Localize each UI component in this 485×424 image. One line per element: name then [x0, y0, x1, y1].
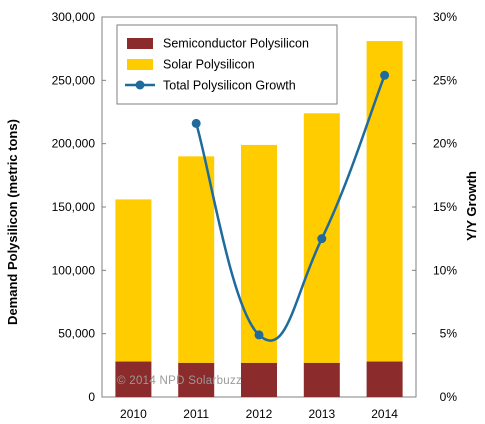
- right-tick-label: 15%: [433, 200, 457, 214]
- legend-label: Solar Polysilicon: [163, 58, 255, 72]
- right-tick-label: 5%: [440, 327, 458, 341]
- legend-box: [116, 24, 338, 105]
- right-tick-label: 30%: [433, 10, 457, 24]
- x-axis-ticks: 2010 2011 2012 2013 2014: [120, 407, 398, 421]
- right-tick-label: 20%: [433, 137, 457, 151]
- left-tick-label: 150,000: [52, 200, 96, 214]
- x-tick-label: 2010: [120, 407, 147, 421]
- left-tick-label: 250,000: [52, 73, 96, 87]
- growth-line-group: [191, 70, 390, 342]
- x-tick-label: 2014: [371, 407, 398, 421]
- right-tick-label: 0%: [440, 390, 458, 404]
- right-axis-ticks: 0% 5% 10% 15% 20% 25% 30%: [412, 10, 457, 404]
- x-tick-label: 2012: [246, 407, 273, 421]
- left-axis-title: Demand Polysilicon (metric tons): [5, 119, 20, 325]
- left-tick-label: 200,000: [52, 137, 96, 151]
- growth-point-2013: [317, 234, 327, 244]
- semiconductor-bar-2014: [366, 361, 403, 397]
- legend-label: Total Polysilicon Growth: [163, 79, 296, 93]
- growth-line: [195, 74, 386, 342]
- solar-bar-2010: [115, 199, 152, 362]
- right-axis-title: Y/Y Growth: [464, 171, 479, 241]
- solar-bar-2011: [178, 156, 215, 363]
- semiconductor-bar-2010: [115, 361, 152, 397]
- semiconductor-bar-2013: [303, 362, 340, 397]
- left-tick-label: 0: [88, 390, 95, 404]
- left-tick-label: 100,000: [52, 263, 96, 277]
- left-tick-label: 50,000: [58, 327, 95, 341]
- legend-swatch: [127, 59, 153, 70]
- x-tick-label: 2013: [308, 407, 335, 421]
- semiconductor-bar-2011: [178, 362, 215, 397]
- watermark-text: © 2014 NPD Solarbuzz: [117, 375, 242, 387]
- legend: Semiconductor Polysilicon Solar Polysilic…: [116, 24, 338, 105]
- solar-bar-2012: [241, 144, 277, 363]
- x-tick-label: 2011: [183, 407, 209, 421]
- growth-point-2014: [380, 70, 390, 80]
- legend-marker: [135, 80, 145, 90]
- growth-point-2011: [191, 118, 201, 128]
- right-tick-label: 10%: [433, 263, 457, 277]
- solar-bar-2014: [366, 41, 403, 362]
- growth-point-2012: [254, 330, 264, 340]
- legend-swatch: [127, 38, 153, 49]
- bar-group: [115, 41, 403, 397]
- semiconductor-bar-2012: [241, 362, 277, 397]
- left-axis-ticks: 0 50,000 100,000 150,000 200,000 250,000 300,0…: [52, 10, 106, 404]
- right-tick-label: 25%: [433, 73, 457, 87]
- legend-label: Semiconductor Polysilicon: [163, 37, 309, 51]
- left-tick-label: 300,000: [52, 10, 96, 24]
